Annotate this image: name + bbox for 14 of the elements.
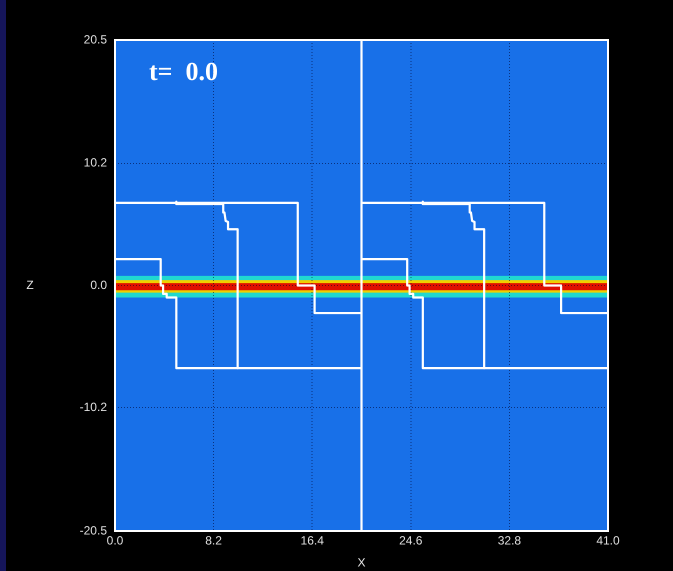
annotation: t= 0.0 [149,57,218,86]
x-tick-label: 32.8 [498,534,522,548]
y-tick-label: 10.2 [84,156,108,170]
x-tick-label: 16.4 [300,534,324,548]
y-tick-label: -10.2 [80,400,108,414]
x-tick-label: 41.0 [596,534,620,548]
y-axis-title: Z [26,278,34,292]
y-tick-label: -20.5 [80,523,108,538]
y-tick-label: 20.5 [84,32,108,46]
x-tick-label: 8.2 [205,534,222,548]
x-tick-label: 0.0 [106,534,124,548]
x-tick-label: 24.6 [399,534,423,548]
y-tick-label: 0.0 [90,278,108,292]
x-axis-title: X [357,555,366,570]
